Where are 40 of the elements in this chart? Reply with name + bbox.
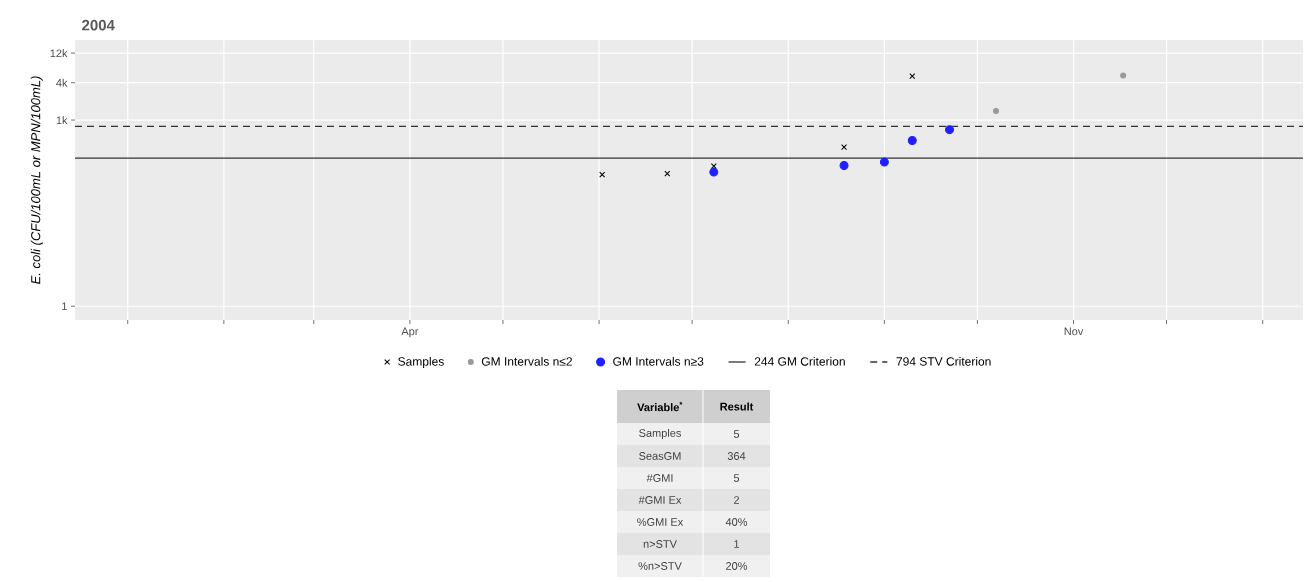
text: 5	[733, 474, 740, 482]
text: Result	[720, 402, 754, 411]
text: 2	[734, 496, 740, 504]
y-tick-label: 4k	[56, 78, 68, 87]
point	[709, 167, 719, 177]
text: 20%	[726, 562, 748, 570]
legend-label: 794 STV Criterion	[896, 356, 991, 366]
legend-label: GM Intervals n≤2	[481, 356, 572, 366]
y-axis-title: E. coli (CFU/100mL or MPN/100mL)	[30, 76, 43, 284]
text: Variable$^{*}$	[637, 401, 683, 412]
text: %n>STV	[638, 562, 682, 570]
y-tick-label: 1	[62, 302, 67, 311]
legend-label: Samples	[398, 356, 444, 369]
text: %GMI Ex	[637, 518, 684, 526]
point	[907, 136, 917, 146]
point	[1120, 72, 1127, 79]
text: 5	[733, 430, 740, 438]
point	[879, 157, 889, 167]
text: 1	[734, 540, 740, 548]
chart-title: 2004	[82, 19, 115, 31]
text: #GMI Ex	[638, 496, 682, 504]
point	[945, 125, 954, 135]
point	[664, 170, 671, 177]
point	[909, 73, 916, 80]
x-tick-label: Apr	[401, 327, 419, 338]
y-tick-label: 12k	[50, 49, 68, 58]
text: Samples	[639, 428, 681, 440]
legend-label: 244 GM Criterion	[754, 356, 845, 366]
point	[839, 161, 849, 171]
legend-label: GM Intervals n≥3	[613, 356, 704, 366]
text: 364	[727, 452, 746, 460]
x-tick-label: Nov	[1064, 327, 1084, 336]
text: 40%	[725, 518, 748, 526]
text: SeasGM	[639, 452, 681, 460]
point	[599, 171, 606, 178]
text: n>STV	[643, 540, 677, 548]
y-tick-label: 1k	[56, 116, 68, 125]
text: #GMI	[646, 474, 673, 482]
point	[993, 107, 1000, 114]
point	[841, 144, 848, 151]
